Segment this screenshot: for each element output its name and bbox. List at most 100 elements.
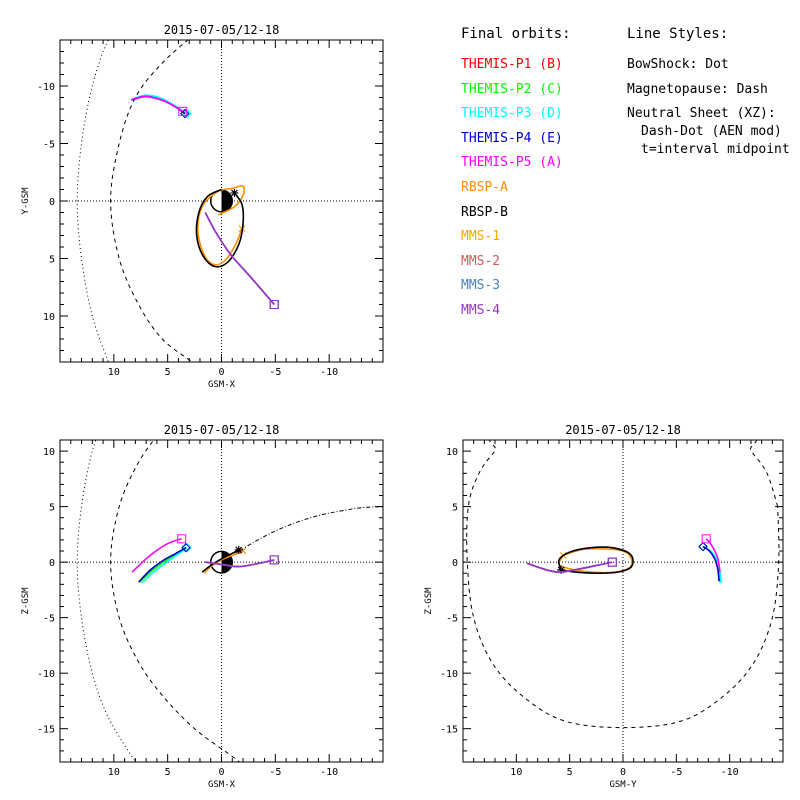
x-axis-label: GSM-X <box>208 780 236 790</box>
neutral-sheet-style-note: Neutral Sheet (XZ): <box>627 106 776 121</box>
orbit-line <box>205 559 275 568</box>
y-tick-label: 0 <box>452 558 458 569</box>
x-tick-label: -5 <box>269 767 281 778</box>
orbit-line <box>131 538 182 573</box>
y-tick-label: 5 <box>49 503 55 514</box>
orbit-end-marker <box>177 534 187 544</box>
legend-entry: MMS-4 <box>461 303 501 318</box>
x-axis-label: GSM-X <box>208 380 236 390</box>
x-tick-label: 0 <box>218 367 224 378</box>
orbit-line <box>195 188 245 268</box>
legend-entry: THEMIS-P1 (B) <box>461 57 563 72</box>
orbit-end-marker <box>698 541 708 552</box>
legend-entry: MMS-1 <box>461 229 501 245</box>
y-tick-label: 5 <box>452 503 458 514</box>
orbit-end-marker <box>178 106 188 116</box>
legend-entry: RBSP-B <box>461 204 508 220</box>
orbit-end-marker <box>269 300 279 309</box>
legend-title: Final orbits: <box>461 26 571 42</box>
y-tick-label: -5 <box>43 614 55 625</box>
x-tick-label: 0 <box>218 767 224 778</box>
orbit-line <box>130 95 184 112</box>
y-tick-label: -10 <box>37 82 55 93</box>
x-tick-label: 10 <box>510 767 522 778</box>
magnetopause-style-note: Magnetopause: Dash <box>627 82 768 97</box>
orbit-line <box>557 546 634 575</box>
panel-2: 10 5 0 -5 -10 10 5 0 -5 -10 -15 2015-07-05/12-18 GSM… <box>21 423 384 790</box>
y-tick-label: 5 <box>49 255 55 266</box>
chart-title: 2015-07-05/12-18 <box>164 423 280 437</box>
plot-area <box>60 440 383 762</box>
orbit-line <box>702 545 720 582</box>
earth-nightside <box>221 190 233 212</box>
legend-entry: THEMIS-P2 (C) <box>461 81 563 97</box>
orbit-line <box>705 538 721 573</box>
time-note: t=interval midpoint <box>641 142 790 157</box>
plot-area <box>60 40 383 362</box>
orbit-end-marker <box>182 542 192 553</box>
orbit-end-marker <box>698 541 708 552</box>
panel-3: 10 5 0 -5 -10 10 5 0 -5 -10 -15 2015-07-05/12-18 GSM… <box>424 423 784 790</box>
orbit-line <box>141 547 188 584</box>
x-tick-label: 10 <box>108 367 120 378</box>
y-tick-label: -5 <box>446 614 458 625</box>
x-tick-label: 0 <box>620 767 626 778</box>
orbit-end-marker <box>698 541 708 552</box>
y-tick-label: 10 <box>446 447 458 458</box>
orbit-end-marker <box>557 565 566 574</box>
legend-pane: Final orbits: THEMIS-P1 (B) THEMIS-P2 (C)… <box>455 22 800 342</box>
x-tick-label: 10 <box>108 767 120 778</box>
orbit-line <box>201 549 240 573</box>
orbit-end-marker <box>181 542 191 553</box>
y-tick-label: 10 <box>43 312 55 323</box>
y-axis-label: Y-GSM <box>21 187 31 215</box>
bowshock-line <box>76 40 109 362</box>
orbit-line <box>196 185 246 266</box>
x-tick-label: -10 <box>721 767 739 778</box>
orbit-end-marker <box>698 541 708 552</box>
chart-title: 2015-07-05/12-18 <box>164 23 280 37</box>
legend-entry: THEMIS-P4 (E) <box>461 130 563 146</box>
bowshock-line <box>76 440 136 762</box>
orbit-line <box>138 546 187 583</box>
orbit-end-marker <box>180 108 190 119</box>
orbit-line <box>203 550 244 574</box>
y-tick-label: 10 <box>43 447 55 458</box>
magnetopause-line <box>110 440 241 762</box>
orbit-line <box>204 212 275 306</box>
plot-area <box>463 440 783 762</box>
orbit-line <box>526 561 613 573</box>
legend-entry: THEMIS-P3 (D) <box>461 106 563 122</box>
y-tick-label: -15 <box>440 725 458 736</box>
y-tick-label: 0 <box>49 197 55 208</box>
y-tick-label: -10 <box>37 669 55 680</box>
x-tick-label: -5 <box>269 367 281 378</box>
bowshock-style-note: BowShock: Dot <box>627 57 729 72</box>
magnetopause-line <box>110 40 193 362</box>
x-tick-label: 5 <box>165 367 171 378</box>
orbit-end-marker <box>607 557 617 567</box>
x-tick-label: -10 <box>320 367 338 378</box>
line-styles-title: Line Styles: <box>627 26 729 42</box>
legend-entry: THEMIS-P5 (A) <box>461 155 563 171</box>
orbit-end-marker <box>234 545 243 554</box>
x-tick-label: -5 <box>670 767 682 778</box>
y-tick-label: -5 <box>43 140 55 151</box>
panel-1: 10 5 0 -5 -10 -10 -5 0 5 10 2015-07-05/12-18 GSM-X Y… <box>21 23 384 390</box>
x-tick-label: 5 <box>567 767 573 778</box>
y-tick-label: 0 <box>49 558 55 569</box>
legend-entry: MMS-2 <box>461 253 501 269</box>
y-tick-label: -10 <box>440 669 458 680</box>
y-axis-label: Z-GSM <box>21 587 31 615</box>
orbit-end-marker <box>701 534 711 544</box>
neutral-sheet-line <box>232 506 383 556</box>
y-tick-label: -15 <box>37 725 55 736</box>
y-axis-label: Z-GSM <box>424 587 434 615</box>
orbit-end-marker <box>269 555 279 565</box>
legend-entry: MMS-3 <box>461 278 501 294</box>
x-tick-label: -10 <box>320 767 338 778</box>
neutral-sheet-model-note: Dash-Dot (AEN mod) <box>641 124 782 139</box>
orbit-end-marker <box>230 188 239 197</box>
legend-entry: RBSP-A <box>461 180 508 195</box>
